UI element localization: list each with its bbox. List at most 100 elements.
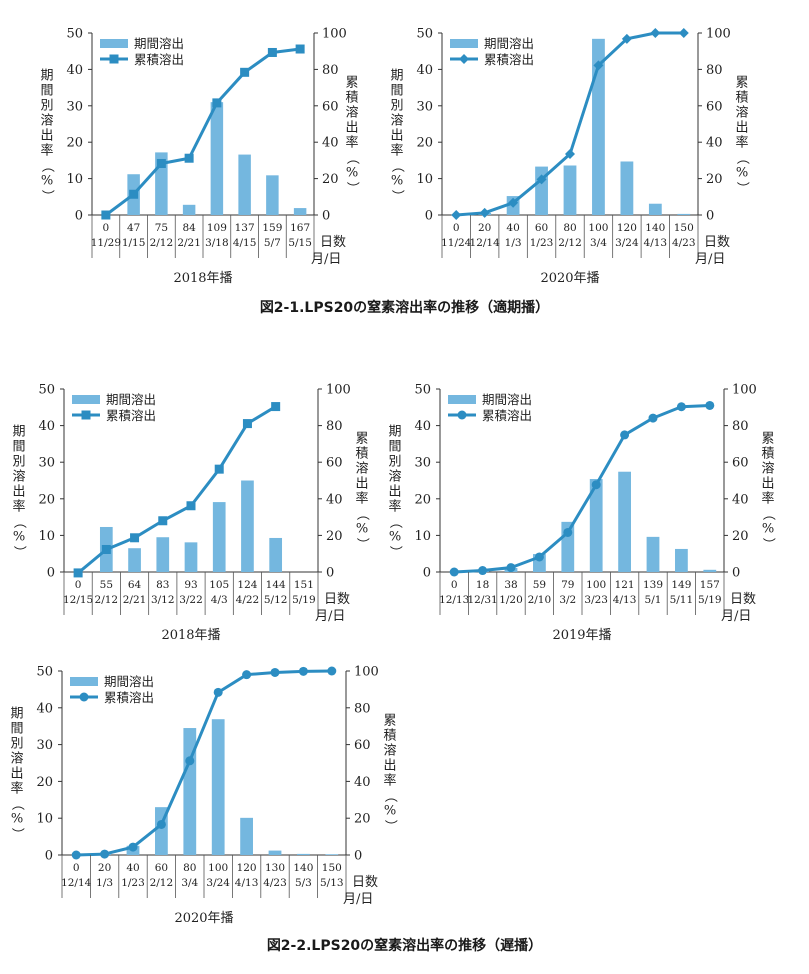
y-axis-label-char: 期: [388, 425, 401, 440]
y-tick-label: 0: [425, 209, 433, 224]
y2-axis-label-char: %: [356, 522, 368, 537]
y2-tick-label: 20: [326, 529, 343, 544]
cumulative-point: [242, 419, 252, 429]
y2-tick-label: 60: [732, 456, 749, 471]
x-tick-date: 3/2: [559, 594, 576, 606]
y-axis-label-char: 別: [390, 99, 403, 114]
figure-title-1: 図2-1.LPS20の窒素溶出率の推移（適期播）: [259, 300, 550, 316]
y-tick-label: 10: [416, 172, 433, 187]
cumulative-point: [705, 400, 715, 410]
y2-axis-label-char: %: [346, 166, 358, 181]
y-axis-label-char: 率: [12, 499, 25, 515]
y2-tick-label: 100: [706, 27, 731, 42]
y-axis-label-char: （: [12, 515, 27, 528]
cumulative-point: [534, 552, 544, 562]
chart-title: 2019年播: [552, 628, 611, 643]
y-tick-label: 20: [38, 492, 55, 507]
x-tick-date: 2/12: [150, 237, 174, 249]
x-tick-date: 12/31: [467, 594, 497, 606]
cumulative-point: [213, 687, 223, 697]
chart-title: 2020年播: [174, 911, 233, 926]
cumulative-point: [648, 413, 658, 423]
y-axis-label-char: 間: [390, 84, 403, 99]
cumulative-line: [77, 405, 277, 575]
chart-2: 0 10 20 30 40 50 0 20 40 60 80 100 0 20 40 60 80 100 120 14…: [390, 27, 750, 287]
x-unit-date: 月/日: [311, 252, 341, 267]
x-tick-day: 124: [237, 579, 257, 591]
x-tick-date: 1/23: [121, 877, 145, 889]
y2-tick-label: 60: [322, 99, 339, 114]
cumulative-point: [676, 402, 686, 412]
y2-axis-label-char: 溶: [761, 462, 774, 477]
cumulative-point: [156, 819, 166, 829]
y2-axis-label-char: 累: [355, 432, 368, 447]
x-tick-day: 151: [294, 579, 314, 591]
x-tick-day: 139: [643, 579, 663, 591]
y-tick-label: 40: [414, 419, 431, 434]
cumulative-point: [185, 756, 195, 766]
x-tick-day: 83: [156, 579, 169, 591]
bar: [589, 479, 603, 572]
bar: [268, 850, 282, 855]
x-tick-date: 1/3: [505, 237, 522, 249]
y2-axis-label-char: 出: [735, 121, 748, 136]
y-axis-label-char: 率: [390, 143, 403, 159]
x-tick-day: 105: [209, 579, 229, 591]
legend-marker: [79, 692, 89, 702]
cumulative-point: [479, 207, 490, 218]
y-tick-label: 50: [66, 27, 83, 42]
x-tick-date: 3/12: [151, 594, 175, 606]
x-tick-day: 150: [674, 222, 694, 234]
y2-axis-label-char: 率: [345, 135, 358, 151]
x-tick-day: 84: [182, 222, 196, 234]
y-tick-label: 20: [66, 136, 83, 151]
x-tick-date: 2/21: [177, 237, 201, 249]
x-tick-day: 0: [103, 222, 110, 234]
cumulative-point: [298, 666, 308, 676]
cumulative-point: [478, 566, 488, 576]
cumulative-point: [128, 842, 138, 852]
y-tick-label: 40: [66, 63, 83, 78]
y2-axis-label-char: 累: [345, 76, 358, 91]
bar: [325, 854, 339, 855]
y2-axis-label-char: 積: [345, 91, 358, 106]
x-tick-date: 12/14: [470, 237, 501, 249]
x-tick-date: 5/11: [670, 594, 694, 606]
y2-axis-label-char: ）: [355, 537, 370, 550]
x-tick-day: 47: [127, 222, 140, 234]
cumulative-point: [506, 563, 516, 573]
x-tick-date: 4/23: [263, 877, 287, 889]
x-tick-day: 144: [266, 579, 286, 591]
x-tick-day: 79: [561, 579, 574, 591]
cumulative-point: [621, 33, 632, 44]
y-tick-label: 40: [38, 419, 55, 434]
cumulative-point: [620, 430, 630, 440]
cumulative-point: [214, 464, 224, 474]
y-axis-label-char: （: [40, 159, 55, 172]
x-tick-date: 4/22: [236, 594, 260, 606]
cumulative-point: [593, 60, 604, 71]
cumulative-line: [104, 47, 301, 217]
bar: [241, 480, 254, 572]
y2-axis-label-char: 溶: [355, 462, 368, 477]
bar: [212, 502, 226, 572]
y-axis-label-char: 別: [10, 737, 23, 752]
x-unit-days: 日数: [320, 235, 346, 250]
x-tick-date: 5/7: [264, 237, 281, 249]
y-axis-label-char: 別: [388, 455, 401, 470]
y-axis-label-char: 率: [388, 499, 401, 515]
x-tick-day: 0: [453, 222, 460, 234]
x-tick-day: 80: [563, 222, 576, 234]
y-tick-label: 30: [416, 99, 433, 114]
chart-3: 0 10 20 30 40 50 0 20 40 60 80 100 0 55 64 83 93 105 124 14…: [12, 383, 370, 644]
y-tick-label: 0: [423, 566, 431, 581]
x-tick-day: 20: [478, 222, 491, 234]
y-tick-label: 30: [414, 456, 431, 471]
x-tick-day: 149: [671, 579, 691, 591]
x-tick-day: 109: [207, 222, 227, 234]
cumulative-point: [158, 516, 168, 526]
y2-axis-label-char: %: [762, 522, 774, 537]
y2-tick-label: 80: [322, 63, 339, 78]
x-tick-date: 1/20: [499, 594, 523, 606]
